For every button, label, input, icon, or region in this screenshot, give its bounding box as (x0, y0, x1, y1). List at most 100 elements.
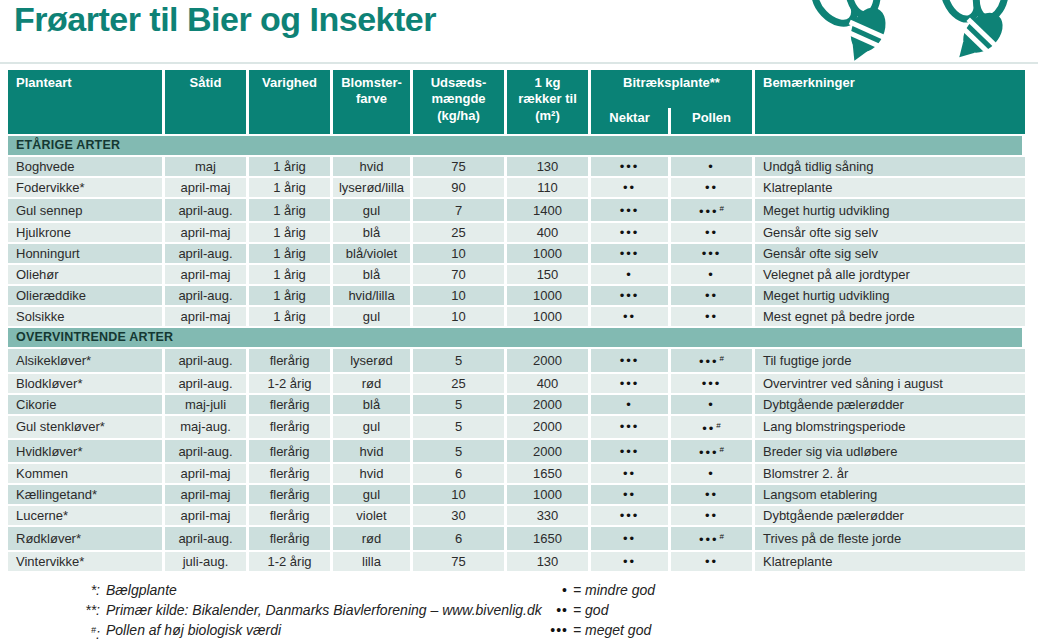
udsaedsmaengde-cell: 10 (413, 242, 507, 263)
nektar-rating: ••• (591, 221, 671, 242)
varighed-cell: 1 årig (249, 242, 333, 263)
legend-label: = mindre god (573, 580, 655, 600)
nektar-rating: ••• (591, 414, 671, 438)
col-header-bitraeksplante: Bitræksplante** (591, 70, 755, 108)
nektar-rating: ••• (591, 504, 671, 525)
udsaedsmaengde-cell: 90 (413, 176, 507, 197)
page-title: Frøarter til Bier og Insekter (14, 0, 436, 39)
blomsterfarve-cell: gul (333, 305, 413, 326)
legend-item: ••= god (528, 600, 655, 620)
planteart-cell: Oliehør (8, 263, 165, 284)
varighed-cell: 1-2 årig (249, 550, 333, 571)
table-row: Fodervikke*april-maj1 åriglyserød/lilla9… (8, 176, 1025, 197)
planteart-cell: Cikorie (8, 393, 165, 414)
nektar-rating: ••• (591, 347, 671, 371)
pollen-rating: ••# (671, 414, 755, 438)
table-row: Kællingetand*april-majfleråriggul101000•… (8, 483, 1025, 504)
pollen-rating: •••# (671, 347, 755, 371)
blomsterfarve-cell: rød (333, 525, 413, 549)
blomsterfarve-cell: blå (333, 221, 413, 242)
nektar-rating: •• (591, 176, 671, 197)
nektar-rating: •• (591, 305, 671, 326)
bemaerkninger-cell: Langsom etablering (755, 483, 1025, 504)
blomsterfarve-cell: violet (333, 504, 413, 525)
saatid-cell: maj (165, 155, 249, 176)
high-value-pollen-mark: # (720, 532, 724, 541)
planteart-cell: Gul stenkløver* (8, 414, 165, 438)
planteart-cell: Rødkløver* (8, 525, 165, 549)
nektar-rating: ••• (591, 372, 671, 393)
legend-label: = meget god (573, 620, 651, 640)
saatid-cell: april-maj (165, 462, 249, 483)
udsaedsmaengde-cell: 5 (413, 438, 507, 462)
footnote: #:Pollen af høj biologisk værdi (8, 620, 542, 644)
nektar-rating: •• (591, 483, 671, 504)
section-label: OVERVINTRENDE ARTER (8, 326, 1025, 347)
footnote-text: Pollen af høj biologisk værdi (106, 620, 281, 644)
nektar-rating: •• (591, 462, 671, 483)
pollen-rating: • (671, 155, 755, 176)
planteart-cell: Hjulkrone (8, 221, 165, 242)
table-row: Blodkløver*april-aug.1-2 årigrød25400•••… (8, 372, 1025, 393)
varighed-cell: 1 årig (249, 176, 333, 197)
footnote: **:Primær kilde: Bikalender, Danmarks Bi… (8, 600, 542, 620)
table-row: Solsikkeapril-maj1 åriggul101000••••Mest… (8, 305, 1025, 326)
col-header-udsaedsmaengde: Udsæds- mængde (kg/ha) (413, 70, 507, 134)
raekker-til-cell: 330 (507, 504, 591, 525)
saatid-cell: april-aug. (165, 284, 249, 305)
col-header-raekker-til: 1 kg rækker til (m²) (507, 70, 591, 134)
legend-dots: • (528, 580, 568, 600)
footnote-marker: *: (8, 580, 100, 600)
footnote: *:Bælgplante (8, 580, 542, 600)
varighed-cell: flerårig (249, 504, 333, 525)
blomsterfarve-cell: hvid/lilla (333, 284, 413, 305)
planteart-cell: Kællingetand* (8, 483, 165, 504)
raekker-til-cell: 400 (507, 372, 591, 393)
raekker-til-cell: 400 (507, 221, 591, 242)
bemaerkninger-cell: Velegnet på alle jordtyper (755, 263, 1025, 284)
udsaedsmaengde-cell: 10 (413, 284, 507, 305)
saatid-cell: april-aug. (165, 242, 249, 263)
saatid-cell: maj-aug. (165, 414, 249, 438)
raekker-til-cell: 110 (507, 176, 591, 197)
udsaedsmaengde-cell: 5 (413, 347, 507, 371)
table-body: ETÅRIGE ARTERBoghvedemaj1 årighvid75130•… (8, 134, 1025, 571)
legend-item: •= mindre god (528, 580, 655, 600)
footnote-marker: **: (8, 600, 100, 620)
saatid-cell: april-maj (165, 305, 249, 326)
udsaedsmaengde-cell: 25 (413, 221, 507, 242)
planteart-cell: Fodervikke* (8, 176, 165, 197)
raekker-til-cell: 2000 (507, 438, 591, 462)
blomsterfarve-cell: hvid (333, 462, 413, 483)
high-value-pollen-mark: # (720, 354, 724, 363)
raekker-til-cell: 1400 (507, 197, 591, 221)
varighed-cell: flerårig (249, 438, 333, 462)
raekker-til-cell: 1650 (507, 462, 591, 483)
varighed-cell: flerårig (249, 483, 333, 504)
varighed-cell: flerårig (249, 462, 333, 483)
col-header-pollen: Pollen (671, 108, 755, 134)
high-value-pollen-mark: # (720, 445, 724, 454)
udsaedsmaengde-cell: 75 (413, 155, 507, 176)
udsaedsmaengde-cell: 75 (413, 550, 507, 571)
saatid-cell: juli-aug. (165, 550, 249, 571)
section-header-row: OVERVINTRENDE ARTER (8, 326, 1025, 347)
pollen-rating: •• (671, 176, 755, 197)
raekker-til-cell: 2000 (507, 414, 591, 438)
pollen-rating: •• (671, 221, 755, 242)
table-row: Hvidkløver*april-aug.flerårighvid52000••… (8, 438, 1025, 462)
varighed-cell: 1 årig (249, 284, 333, 305)
saatid-cell: april-maj (165, 263, 249, 284)
raekker-til-cell: 1000 (507, 305, 591, 326)
table-row: Olieræddikeapril-aug.1 årighvid/lilla101… (8, 284, 1025, 305)
table-row: Vintervikke*juli-aug.1-2 åriglilla75130•… (8, 550, 1025, 571)
nektar-rating: ••• (591, 155, 671, 176)
planteart-cell: Blodkløver* (8, 372, 165, 393)
bemaerkninger-cell: Meget hurtig udvikling (755, 197, 1025, 221)
blomsterfarve-cell: gul (333, 414, 413, 438)
page: Frøarter til Bier og Insekter (0, 0, 1038, 644)
varighed-cell: flerårig (249, 393, 333, 414)
bemaerkninger-cell: Meget hurtig udvikling (755, 284, 1025, 305)
seed-species-table-wrap: Planteart Såtid Varighed Blomster- farve… (8, 70, 1025, 571)
legend-label: = god (573, 600, 608, 620)
